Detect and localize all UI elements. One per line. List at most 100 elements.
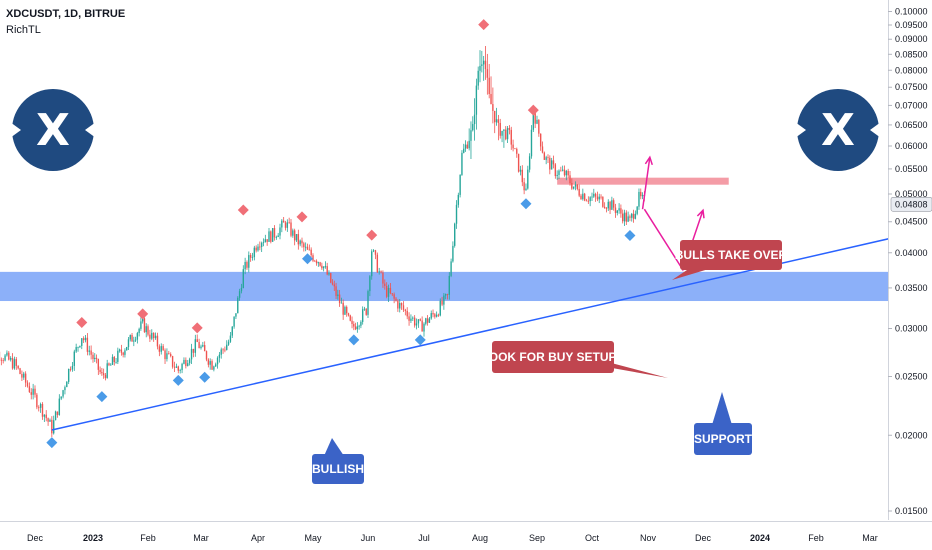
candle-body — [455, 204, 458, 224]
candle-down — [28, 382, 31, 393]
candle-body — [264, 239, 267, 243]
x-tick-label: Apr — [251, 533, 265, 543]
candle-body — [268, 231, 270, 242]
candle-body — [117, 350, 119, 362]
candle-down — [516, 147, 518, 158]
candle-body — [54, 411, 57, 421]
candle-body — [49, 419, 51, 422]
candle-body — [92, 354, 94, 360]
indicator-name[interactable]: RichTL — [6, 24, 41, 36]
candle-up — [251, 252, 254, 261]
candle-down — [602, 196, 604, 208]
candle-up — [525, 183, 527, 191]
candle-up — [361, 306, 364, 325]
candle-body — [51, 419, 53, 434]
candle-body — [56, 411, 59, 415]
candle-up — [616, 209, 618, 216]
candle-down — [99, 366, 101, 375]
candle-body — [39, 403, 42, 408]
candle-up — [417, 319, 420, 328]
candle-body — [136, 333, 139, 340]
support-callout[interactable]: SUPPORT — [694, 392, 753, 455]
candle-down — [168, 350, 170, 355]
candle-down — [400, 302, 403, 310]
candle-up — [111, 354, 114, 365]
candle-up — [281, 219, 283, 233]
candle-up — [528, 153, 531, 173]
candle-down — [335, 282, 337, 299]
candle-body — [15, 359, 17, 366]
candle-body — [281, 220, 283, 228]
candle-body — [430, 313, 432, 319]
candle-up — [39, 402, 42, 413]
bullish-callout[interactable]: BULLISH — [312, 438, 364, 484]
look-for-buy-setups-callout[interactable]: LOOK FOR BUY SETUPS — [481, 341, 668, 378]
candle-down — [497, 114, 500, 141]
candle-body — [585, 200, 588, 202]
candle-down — [303, 241, 305, 252]
candle-down — [95, 354, 98, 364]
y-tick-label: 0.08500 — [895, 49, 928, 59]
candle-body — [218, 354, 221, 358]
candle-up — [140, 316, 142, 331]
candle-up — [23, 371, 25, 380]
alt-projection-path[interactable] — [641, 157, 651, 210]
candle-body — [497, 119, 500, 123]
candle-down — [0, 357, 3, 366]
callouts-layer: BULLS TAKE OVER LOOK FOR BUY SETUPS BULLIS… — [312, 240, 788, 484]
candle-body — [517, 153, 520, 172]
candle-down — [512, 139, 514, 152]
candle-body — [251, 257, 254, 258]
logo-letter: X — [36, 105, 70, 156]
candle-down — [326, 262, 328, 276]
candle-up — [187, 359, 189, 367]
logo-disc — [797, 89, 879, 171]
projection-arrowhead — [696, 208, 705, 219]
candle-body — [134, 339, 137, 341]
candle-body — [82, 338, 85, 341]
candle-down — [19, 367, 21, 375]
candle-up — [506, 126, 509, 144]
candle-body — [145, 326, 147, 333]
candle-body — [389, 287, 392, 294]
candle-up — [481, 50, 483, 73]
candle-up — [53, 415, 55, 435]
candle-body — [231, 326, 233, 336]
candle-down — [170, 352, 172, 358]
x-tick-label: May — [304, 533, 322, 543]
candle-down — [270, 230, 272, 244]
candle-body — [101, 372, 103, 374]
candle-body — [514, 148, 516, 150]
candle-body — [374, 250, 377, 255]
candle-down — [282, 216, 285, 223]
candle-up — [264, 234, 267, 243]
candle-body — [512, 144, 514, 149]
candle-body — [73, 351, 75, 366]
candle-down — [293, 228, 296, 246]
candle-body — [9, 358, 12, 360]
candle-body — [631, 213, 633, 218]
candle-down — [505, 126, 507, 141]
x-tick-label: Sep — [529, 533, 545, 543]
candle-up — [209, 358, 211, 370]
candle-body — [13, 359, 16, 369]
candle-down — [486, 53, 489, 95]
candle-down — [301, 237, 303, 248]
candle-body — [328, 273, 330, 275]
candle-body — [385, 285, 388, 297]
bulls-take-over-callout[interactable]: BULLS TAKE OVER — [672, 240, 788, 280]
candle-body — [452, 245, 454, 262]
candle-body — [593, 193, 595, 197]
candle-down — [523, 177, 525, 195]
y-tick-label: 0.05000 — [895, 189, 928, 199]
candle-body — [255, 247, 257, 251]
candle-up — [425, 317, 427, 326]
candle-body — [369, 276, 371, 292]
candle-body — [222, 349, 224, 351]
y-tick-label: 0.02500 — [895, 372, 928, 382]
candle-body — [88, 350, 90, 352]
candle-down — [192, 348, 195, 358]
candle-down — [21, 370, 23, 382]
